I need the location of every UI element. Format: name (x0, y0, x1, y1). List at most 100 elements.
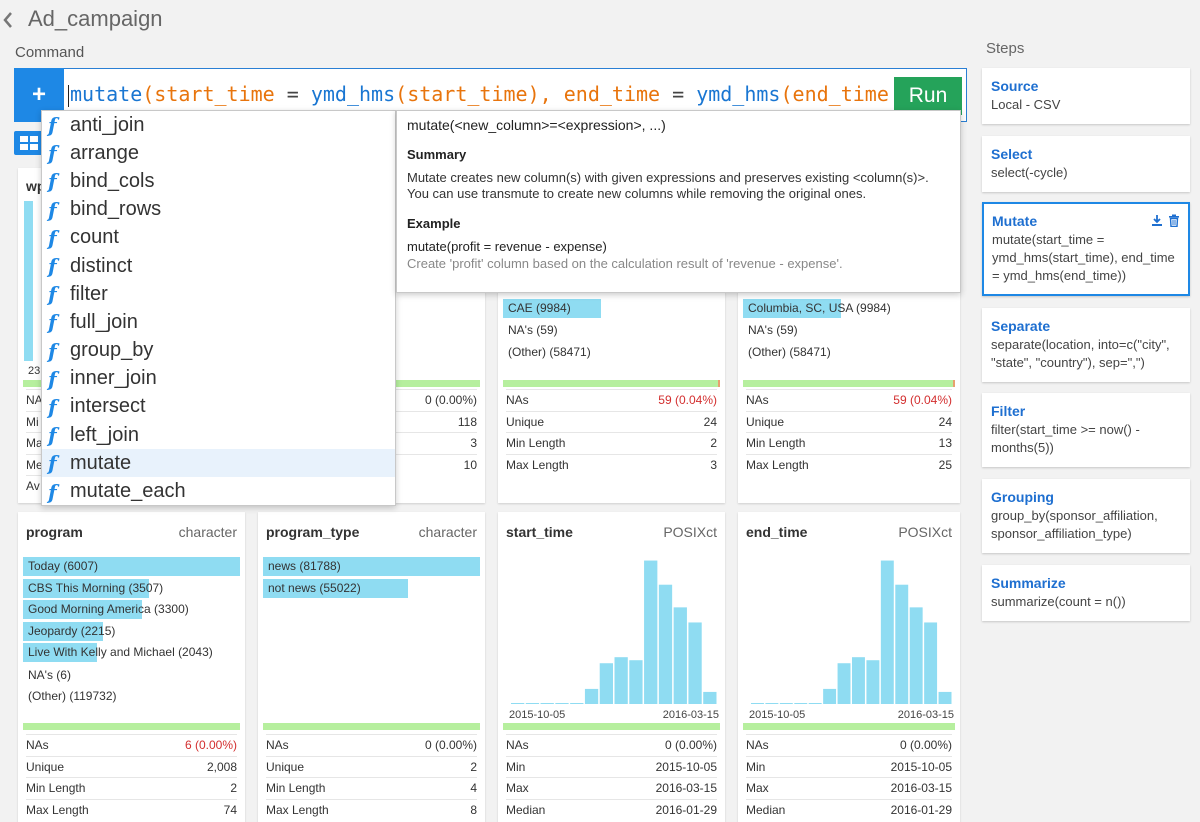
axis-label-max: 2016-03-15 (897, 709, 954, 721)
command-token: end_time (563, 82, 661, 106)
step-separate[interactable]: Separate separate(location, into=c("city"… (982, 308, 1190, 382)
stat-row: NAs 59 (0.04%) (506, 389, 717, 410)
function-icon: f (48, 169, 57, 194)
stat-label: Max Length (26, 802, 89, 817)
value-bar[interactable]: Columbia, SC, USA (9984) (743, 299, 891, 318)
stat-row: NAs 59 (0.04%) (746, 389, 952, 410)
steps-label: Steps (986, 40, 1025, 57)
card-header: start_time POSIXct (506, 524, 717, 544)
autocomplete-item[interactable]: f left_join (42, 421, 395, 449)
step-title: Filter (991, 403, 1026, 419)
autocomplete-item-label: anti_join (70, 113, 145, 136)
histogram-bar (924, 622, 938, 704)
stat-label: Max Length (266, 802, 329, 817)
add-command-button[interactable]: + (14, 68, 64, 122)
stat-label: NAs (746, 738, 769, 752)
autocomplete-item-label: inner_join (70, 367, 157, 390)
histogram-bar (658, 584, 673, 704)
step-description: mutate(start_time = ymd_hms(start_time),… (992, 232, 1175, 283)
card-header: program character (26, 524, 237, 544)
autocomplete-item-label: filter (70, 282, 108, 305)
histogram-bar (584, 688, 599, 704)
stat-row: Median 2016-01-29 (746, 798, 952, 820)
column-type: character (418, 524, 477, 540)
stat-value: 2,008 (206, 759, 237, 774)
column-card-end-time: end_time POSIXct 2015-10-05 2016-03-15 NAs 0 … (738, 512, 960, 822)
stat-row: NAs 0 (0.00%) (506, 734, 717, 755)
stat-row: Max 2016-03-15 (746, 777, 952, 798)
value-bar[interactable]: CBS This Morning (3507) (23, 578, 163, 598)
stat-value: 59 (0.04%) (893, 393, 952, 407)
column-card-program: program character Today (6007) CBS This Mor… (18, 512, 245, 822)
command-token: ( (780, 82, 793, 106)
stat-label: Median (746, 802, 786, 817)
autocomplete-item[interactable]: f mutate_each (42, 477, 395, 505)
command-token: ), (527, 82, 564, 106)
step-description: Local - CSV (991, 97, 1061, 112)
histogram-bar (866, 660, 880, 704)
stat-row: Unique 2 (266, 755, 477, 777)
grid-view-button[interactable] (14, 131, 44, 155)
command-token: end_time (792, 82, 889, 106)
value-bar[interactable]: news (81788) (263, 557, 480, 576)
step-summarize[interactable]: Summarize summarize(count = n()) (982, 565, 1190, 621)
function-icon: f (48, 113, 57, 138)
example-description: Create 'profit' column based on the calc… (407, 256, 843, 271)
stat-label: Ma (26, 436, 43, 450)
card-header: program_type character (266, 524, 477, 544)
step-select[interactable]: Select select(-cycle) (982, 136, 1190, 192)
histogram-bar (673, 607, 687, 704)
command-input[interactable]: mutate(start_time = ymd_hms(start_time),… (68, 82, 898, 107)
stat-value: 74 (223, 802, 237, 817)
autocomplete-item[interactable]: f distinct (42, 252, 395, 280)
step-filter[interactable]: Filter filter(start_time >= now() - month… (982, 393, 1190, 467)
stat-label: Median (506, 802, 546, 817)
autocomplete-item[interactable]: f inner_join (42, 365, 395, 393)
back-button[interactable] (0, 8, 16, 32)
stat-label: Min Length (746, 436, 806, 450)
trash-icon[interactable] (1168, 214, 1180, 227)
step-title: Source (991, 78, 1039, 94)
histogram (511, 560, 717, 704)
step-grouping[interactable]: Grouping group_by(sponsor_affiliation, sp… (982, 479, 1190, 553)
step-mutate[interactable]: Mutate mutate(start_time = ymd_hms(start_… (982, 202, 1190, 296)
download-icon[interactable] (1151, 214, 1163, 227)
step-title: Separate (991, 318, 1051, 334)
autocomplete-item[interactable]: f arrange (42, 139, 395, 167)
stat-label: Unique (746, 414, 785, 429)
autocomplete-item[interactable]: f bind_rows (42, 196, 395, 224)
autocomplete-item[interactable]: f mutate (42, 449, 395, 478)
autocomplete-item[interactable]: f count (42, 224, 395, 252)
value-bar[interactable]: Today (6007) (23, 557, 240, 576)
autocomplete-item[interactable]: f intersect (42, 393, 395, 421)
value-bar[interactable]: Jeopardy (2215) (23, 621, 115, 641)
stat-row: Min Length 2 (26, 777, 237, 798)
stat-row: Unique 2,008 (26, 755, 237, 777)
axis-label: 23 (28, 365, 41, 377)
autocomplete-item[interactable]: f anti_join (42, 111, 395, 139)
step-title: Select (991, 146, 1033, 162)
value-row: NA's (6) (28, 667, 71, 682)
value-bar[interactable]: CAE (9984) (503, 299, 601, 318)
stat-value: 25 (938, 457, 952, 472)
value-bar[interactable]: Live With Kelly and Michael (2043) (23, 643, 213, 662)
autocomplete-item[interactable]: f bind_cols (42, 167, 395, 195)
value-bar[interactable]: Good Morning America (3300) (23, 600, 189, 619)
value-bar[interactable]: not news (55022) (263, 578, 409, 598)
command-token: start_time (154, 82, 275, 106)
autocomplete-item[interactable]: f full_join (42, 308, 395, 336)
step-source[interactable]: Source Local - CSV (982, 68, 1190, 124)
stat-value: 24 (703, 414, 717, 429)
stat-value: 2015-10-05 (655, 759, 717, 774)
column-type: character (178, 524, 237, 540)
stat-value: 3 (710, 457, 717, 472)
stat-label: Min (506, 759, 526, 774)
function-icon: f (48, 423, 57, 448)
autocomplete-item[interactable]: f filter (42, 280, 395, 308)
command-token: mutate (70, 82, 143, 106)
stat-label: NAs (506, 738, 529, 752)
run-button[interactable]: Run (894, 77, 962, 115)
stat-value: 0 (0.00%) (899, 738, 952, 752)
autocomplete-item[interactable]: f group_by (42, 337, 395, 365)
histogram-bar (852, 657, 865, 704)
